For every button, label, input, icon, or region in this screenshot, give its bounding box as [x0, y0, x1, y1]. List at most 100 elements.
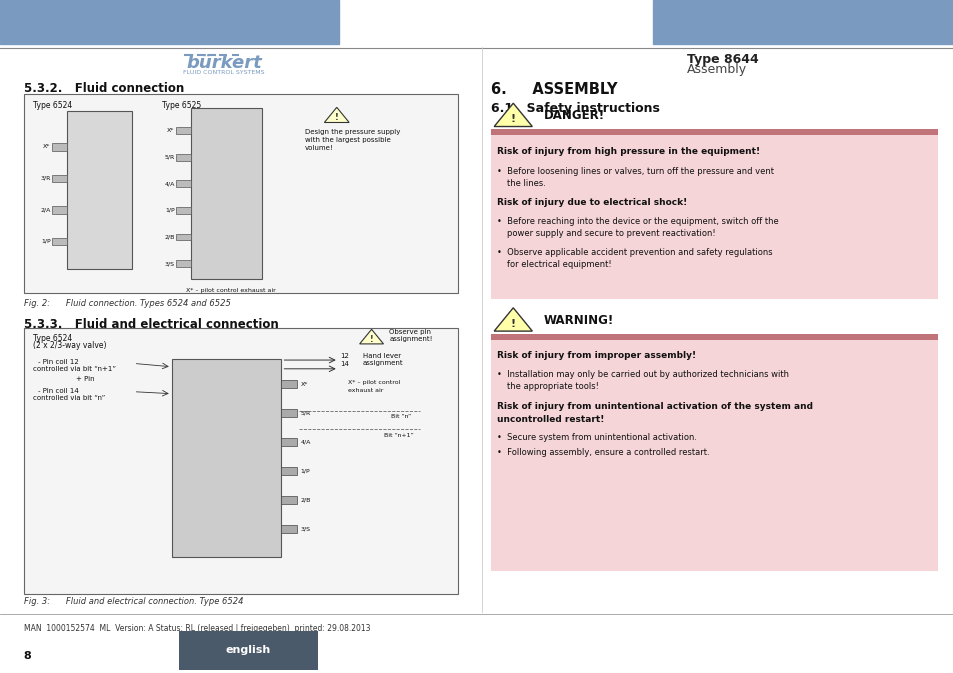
Text: Risk of injury from unintentional activation of the system and: Risk of injury from unintentional activa… — [497, 402, 812, 411]
Text: 3/R: 3/R — [40, 176, 51, 180]
Bar — [52, 175, 67, 182]
Bar — [24, 94, 457, 293]
Text: the lines.: the lines. — [506, 179, 545, 188]
Text: english: english — [225, 645, 271, 655]
Text: DANGER!: DANGER! — [543, 109, 604, 122]
Text: X* – pilot control: X* – pilot control — [348, 380, 400, 385]
Text: 5/R: 5/R — [300, 411, 311, 416]
Bar — [176, 180, 191, 187]
Bar — [281, 496, 296, 504]
Bar — [0, 0, 338, 44]
Text: MAN  1000152574  ML  Version: A Status: RL (released | freigegeben)  printed: 29: MAN 1000152574 ML Version: A Status: RL … — [24, 624, 370, 633]
Text: Hand lever: Hand lever — [362, 353, 400, 359]
Text: 4/A: 4/A — [164, 181, 174, 186]
Text: Risk of injury due to electrical shock!: Risk of injury due to electrical shock! — [497, 198, 686, 207]
Text: 1/P: 1/P — [165, 208, 174, 213]
Bar — [281, 438, 296, 446]
Text: Bit “n”: Bit “n” — [391, 414, 411, 419]
Text: !: ! — [335, 113, 338, 122]
Text: assignment!: assignment! — [389, 336, 433, 343]
Bar — [653, 0, 953, 44]
Text: controlled via bit “n+1”: controlled via bit “n+1” — [33, 366, 116, 372]
Bar — [281, 380, 296, 388]
Bar — [491, 135, 937, 299]
Text: !: ! — [370, 334, 373, 344]
Text: - Pin coil 12: - Pin coil 12 — [38, 359, 79, 365]
Text: Type 8644: Type 8644 — [686, 52, 758, 66]
Text: X*: X* — [300, 382, 308, 387]
Text: 1/P: 1/P — [41, 239, 51, 244]
Text: •  Before loosening lines or valves, turn off the pressure and vent: • Before loosening lines or valves, turn… — [497, 167, 773, 176]
Text: 6.1.  Safety instructions: 6.1. Safety instructions — [491, 102, 659, 115]
Text: (2 x 2/3-way valve): (2 x 2/3-way valve) — [33, 341, 107, 350]
Text: Type 6525: Type 6525 — [162, 101, 201, 110]
Text: FLUID CONTROL SYSTEMS: FLUID CONTROL SYSTEMS — [183, 69, 265, 75]
Text: 5/R: 5/R — [164, 155, 174, 160]
Bar — [52, 238, 67, 246]
Text: uncontrolled restart!: uncontrolled restart! — [497, 415, 604, 423]
Text: Design the pressure supply: Design the pressure supply — [305, 129, 400, 135]
Text: 2/A: 2/A — [40, 207, 51, 212]
Text: 6.     ASSEMBLY: 6. ASSEMBLY — [491, 82, 618, 97]
Text: Bit “n+1”: Bit “n+1” — [384, 433, 414, 437]
Text: !: ! — [510, 319, 516, 328]
Text: bürkert: bürkert — [186, 54, 262, 71]
Bar — [67, 111, 132, 269]
Polygon shape — [324, 107, 349, 122]
Text: 14: 14 — [340, 361, 349, 367]
Bar — [24, 328, 457, 594]
Text: assignment: assignment — [362, 360, 403, 366]
Polygon shape — [494, 103, 532, 127]
Text: controlled via bit “n”: controlled via bit “n” — [33, 395, 106, 401]
Text: with the largest possible: with the largest possible — [305, 137, 391, 143]
Text: 12: 12 — [340, 353, 349, 359]
Bar — [176, 260, 191, 267]
Text: X*: X* — [43, 144, 51, 149]
Text: 2/B: 2/B — [164, 235, 174, 240]
Text: + Pin: + Pin — [76, 376, 95, 382]
Text: 3/S: 3/S — [165, 261, 174, 266]
Bar — [179, 631, 317, 670]
Text: power supply and secure to prevent reactivation!: power supply and secure to prevent react… — [506, 229, 715, 238]
Text: X* – pilot control exhaust air: X* – pilot control exhaust air — [186, 288, 275, 293]
Text: 8: 8 — [24, 651, 31, 662]
Bar — [52, 207, 67, 214]
Bar — [281, 467, 296, 475]
Text: Type 6524: Type 6524 — [33, 334, 72, 343]
Text: Assembly: Assembly — [686, 63, 746, 77]
Bar — [491, 129, 937, 135]
Text: X*: X* — [167, 128, 174, 133]
Polygon shape — [494, 308, 532, 331]
Text: exhaust air: exhaust air — [348, 388, 383, 392]
Text: 1/P: 1/P — [300, 468, 310, 474]
Text: - Pin coil 14: - Pin coil 14 — [38, 388, 79, 394]
Text: Fig. 3:      Fluid and electrical connection. Type 6524: Fig. 3: Fluid and electrical connection.… — [24, 597, 243, 606]
Text: •  Secure system from unintentional activation.: • Secure system from unintentional activ… — [497, 433, 697, 442]
Text: 3/S: 3/S — [300, 526, 310, 532]
Text: 2/B: 2/B — [300, 497, 311, 503]
Polygon shape — [359, 329, 383, 344]
Text: 5.3.3.   Fluid and electrical connection: 5.3.3. Fluid and electrical connection — [24, 318, 278, 331]
Text: for electrical equipment!: for electrical equipment! — [506, 260, 611, 269]
Text: •  Before reaching into the device or the equipment, switch off the: • Before reaching into the device or the… — [497, 217, 778, 225]
Text: Type 6524: Type 6524 — [33, 101, 72, 110]
Bar — [191, 108, 262, 279]
Text: volume!: volume! — [305, 145, 334, 151]
Text: 5.3.2.   Fluid connection: 5.3.2. Fluid connection — [24, 82, 184, 95]
Text: Risk of injury from improper assembly!: Risk of injury from improper assembly! — [497, 351, 696, 360]
Bar — [176, 234, 191, 240]
Text: Fig. 2:      Fluid connection. Types 6524 and 6525: Fig. 2: Fluid connection. Types 6524 and… — [24, 299, 231, 308]
Bar — [172, 359, 281, 557]
Text: Observe pin: Observe pin — [389, 329, 431, 335]
Bar — [281, 525, 296, 533]
Text: •  Installation may only be carried out by authorized technicians with: • Installation may only be carried out b… — [497, 370, 788, 379]
Bar — [281, 409, 296, 417]
Text: 4/A: 4/A — [300, 439, 311, 445]
Text: •  Following assembly, ensure a controlled restart.: • Following assembly, ensure a controlle… — [497, 448, 709, 457]
Bar — [491, 334, 937, 340]
Bar — [491, 340, 937, 571]
Text: the appropriate tools!: the appropriate tools! — [506, 382, 598, 391]
Text: Risk of injury from high pressure in the equipment!: Risk of injury from high pressure in the… — [497, 147, 760, 155]
Text: WARNING!: WARNING! — [543, 314, 614, 327]
Bar — [176, 154, 191, 161]
